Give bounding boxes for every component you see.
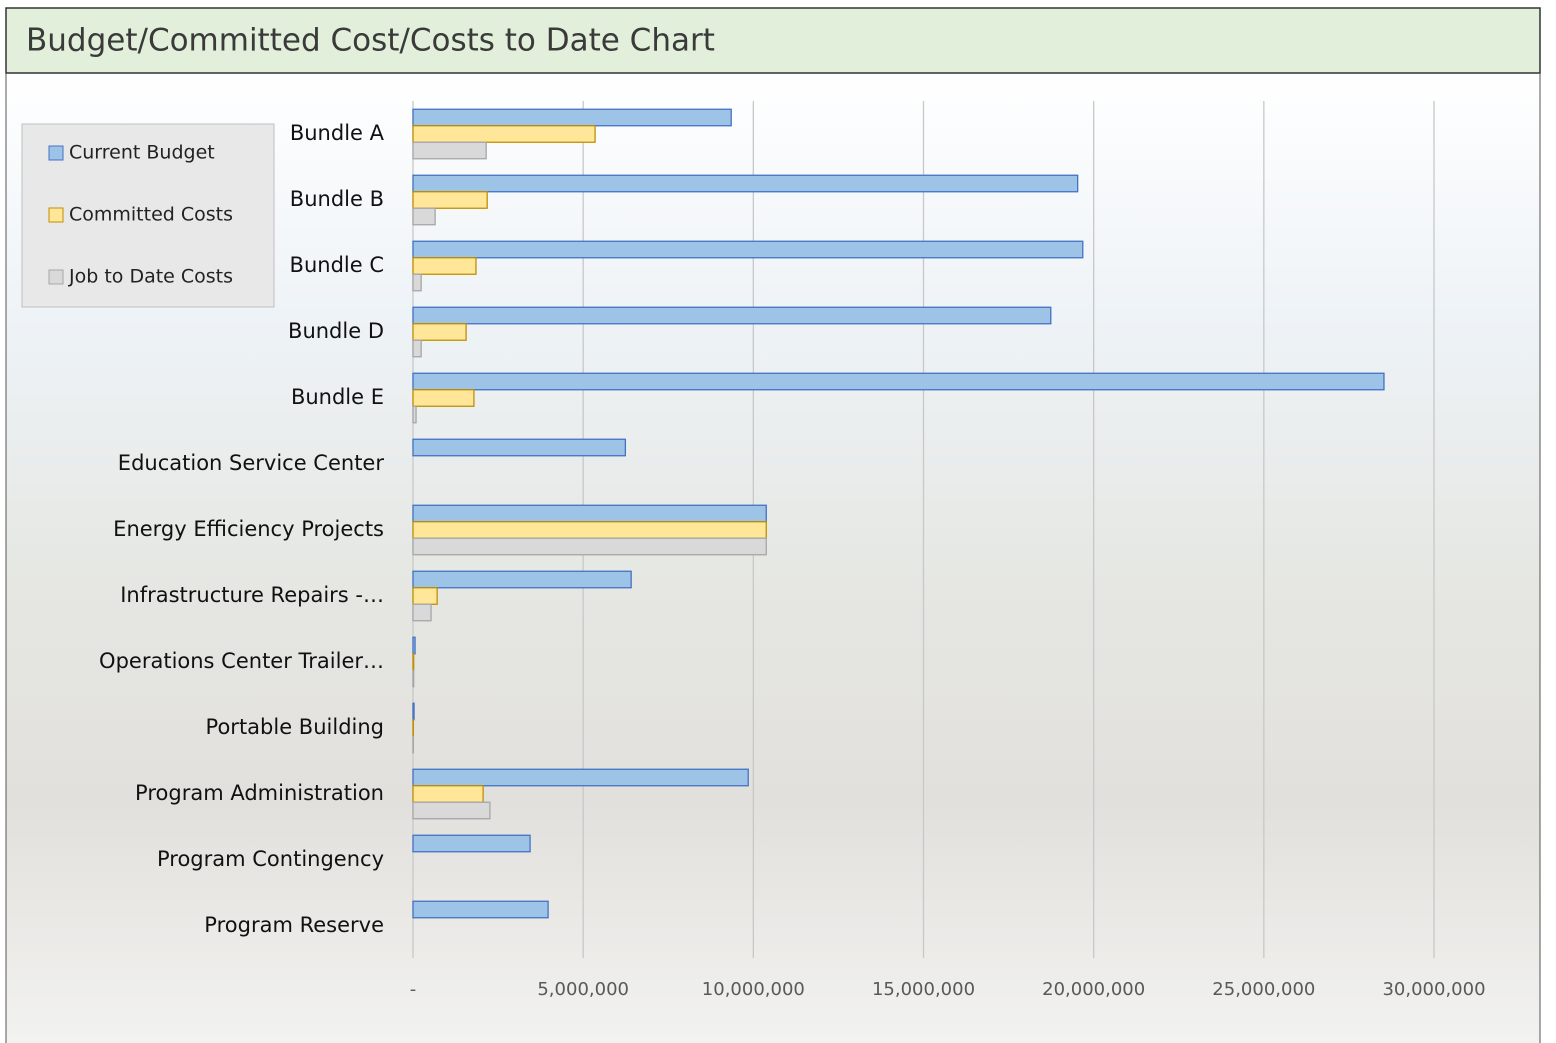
bar [413, 208, 435, 225]
x-tick-label: 15,000,000 [872, 979, 975, 1000]
bar [413, 307, 1051, 324]
bar [413, 324, 466, 341]
x-tick-label: 30,000,000 [1382, 979, 1485, 1000]
chart: Budget/Committed Cost/Costs to Date Char… [0, 0, 1556, 1043]
y-tick-label: Bundle E [291, 385, 384, 409]
legend-swatch [49, 270, 63, 284]
x-tick-label: - [410, 979, 417, 1000]
bar [413, 390, 474, 407]
bar [413, 522, 766, 539]
bar [413, 654, 414, 671]
y-tick-label: Program Reserve [204, 913, 384, 937]
bar [413, 439, 625, 456]
bar [413, 505, 766, 522]
x-tick-label: 20,000,000 [1042, 979, 1145, 1000]
y-tick-label: Education Service Center [118, 451, 385, 475]
bar [413, 538, 766, 555]
x-tick-label: 10,000,000 [702, 979, 805, 1000]
bar [413, 571, 631, 588]
y-tick-label: Bundle D [288, 319, 384, 343]
y-tick-label: Energy Efficiency Projects [113, 517, 384, 541]
y-tick-label: Infrastructure Repairs -… [120, 583, 384, 607]
y-tick-label: Bundle A [290, 121, 385, 145]
y-tick-label: Operations Center Trailer… [99, 649, 384, 673]
bar [413, 340, 421, 357]
bar [413, 835, 530, 852]
bar [413, 703, 414, 720]
bar [413, 258, 476, 275]
x-tick-label: 25,000,000 [1212, 979, 1315, 1000]
bar [413, 274, 421, 291]
page: Budget/Committed Cost/Costs to Date Char… [0, 0, 1556, 1043]
y-tick-label: Program Contingency [157, 847, 384, 871]
legend-label: Committed Costs [69, 204, 233, 226]
bar [413, 175, 1078, 192]
legend: Current Budget Committed Costs Job to Date… [22, 124, 274, 307]
bar [413, 192, 487, 209]
bar [413, 406, 416, 423]
bar [413, 786, 483, 803]
bar [413, 142, 486, 159]
y-tick-label: Portable Building [206, 715, 384, 739]
legend-label: Job to Date Costs [68, 266, 233, 288]
bar [413, 637, 415, 654]
bar [413, 670, 414, 687]
legend-swatch [49, 146, 63, 160]
chart-title: Budget/Committed Cost/Costs to Date Char… [26, 23, 715, 59]
y-tick-label: Bundle C [290, 253, 384, 277]
bar [413, 373, 1384, 390]
x-tick-label: 5,000,000 [537, 979, 629, 1000]
bar [413, 604, 431, 621]
y-tick-label: Bundle B [290, 187, 384, 211]
bar [413, 769, 748, 786]
bar [413, 802, 490, 819]
bar [413, 126, 595, 143]
legend-label: Current Budget [69, 142, 215, 164]
legend-swatch [49, 208, 63, 222]
bar [413, 241, 1083, 258]
bar [413, 109, 731, 126]
bar [413, 901, 548, 918]
bar [413, 588, 437, 605]
y-tick-label: Program Administration [135, 781, 384, 805]
